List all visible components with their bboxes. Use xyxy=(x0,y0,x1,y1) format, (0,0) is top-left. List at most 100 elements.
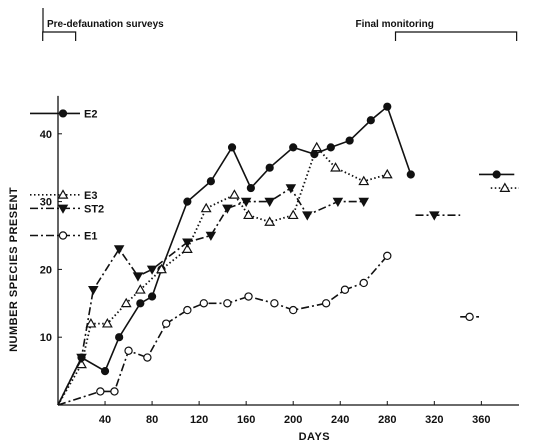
point-e1 xyxy=(244,292,253,301)
x-tick-label: 360 xyxy=(472,414,490,426)
point-e3 xyxy=(358,175,370,186)
pre-defaunation-label: Pre-defaunation surveys xyxy=(47,19,164,30)
legend-label-st2: ST2 xyxy=(84,203,104,215)
point-e2 xyxy=(366,116,375,125)
point-e3 xyxy=(311,141,323,152)
point-e2 xyxy=(265,163,274,172)
point-e1 xyxy=(289,305,298,315)
y-tick-label: 10 xyxy=(40,332,52,344)
x-tick-label: 40 xyxy=(99,414,111,426)
x-tick-label: 160 xyxy=(237,414,255,426)
point-e3 xyxy=(85,318,97,328)
x-tick-label: 280 xyxy=(378,414,396,426)
series-line-e2 xyxy=(57,105,412,406)
legend-label-e2: E2 xyxy=(84,108,97,120)
final-monitoring-bracket: Final monitoring xyxy=(356,19,518,41)
point-e1 xyxy=(383,251,392,261)
x-axis-title: DAYS xyxy=(299,431,331,443)
x-tick-label: 200 xyxy=(284,414,302,426)
ticks: 40 80 120 160 200 240 280 320 360 10 20 30 40 xyxy=(40,129,491,426)
point-e2 xyxy=(406,170,415,179)
pre-point-st2 xyxy=(57,204,69,214)
point-st2 xyxy=(264,197,275,208)
point-e3 xyxy=(243,209,254,220)
pre-point-e3 xyxy=(57,189,69,199)
point-e1 xyxy=(183,305,192,315)
y-tick-label: 20 xyxy=(40,264,52,276)
y-axis-title: NUMBER SPECIES PRESENT xyxy=(8,187,20,352)
point-e2 xyxy=(246,183,255,193)
point-st2 xyxy=(358,197,370,208)
point-st2 xyxy=(182,238,193,248)
point-e3 xyxy=(181,243,193,253)
point-e3 xyxy=(134,284,146,294)
point-e2 xyxy=(206,177,215,186)
point-st2 xyxy=(205,231,217,241)
pre-defaunation-bracket: Pre-defaunation surveys xyxy=(42,8,164,41)
series-line-e1 xyxy=(57,255,388,406)
point-e2 xyxy=(227,143,237,152)
x-tick-label: 80 xyxy=(146,414,158,426)
point-e1 xyxy=(223,299,232,308)
point-st2 xyxy=(132,272,144,282)
point-e1 xyxy=(359,278,368,288)
y-tick-label: 40 xyxy=(40,129,52,141)
point-e3 xyxy=(120,297,132,308)
point-st2 xyxy=(88,285,99,296)
point-e3 xyxy=(264,216,276,226)
x-tick-label: 320 xyxy=(425,414,443,426)
point-e3 xyxy=(156,263,167,274)
point-e1 xyxy=(270,299,279,308)
pre-point-e1 xyxy=(58,231,68,240)
x-tick-label: 120 xyxy=(190,414,208,426)
series-st2 xyxy=(57,184,461,406)
point-e2 xyxy=(345,136,354,145)
point-st2 xyxy=(222,204,233,214)
point-st2 xyxy=(302,211,313,221)
pre-point-e2 xyxy=(58,109,68,118)
point-st2 xyxy=(285,184,297,194)
legend-label-e1: E1 xyxy=(84,231,97,243)
point-e2 xyxy=(115,333,124,342)
point-e1 xyxy=(161,319,171,328)
pre-bracket-line xyxy=(42,31,77,41)
series-e2 xyxy=(57,102,515,406)
point-st2 xyxy=(332,197,344,208)
point-e3 xyxy=(287,209,299,220)
point-e3 xyxy=(330,162,341,172)
point-e2 xyxy=(383,102,392,111)
point-e1 xyxy=(340,285,350,294)
x-tick-label: 240 xyxy=(331,414,349,426)
point-e1 xyxy=(96,387,105,396)
final-bracket-line xyxy=(394,31,518,41)
point-e1 xyxy=(143,353,152,362)
point-e2 xyxy=(183,197,192,206)
point-st2 xyxy=(76,353,87,363)
point-e1 xyxy=(110,387,119,396)
series-e3 xyxy=(57,141,519,406)
final-point-st2 xyxy=(429,211,440,221)
point-e3 xyxy=(200,202,212,213)
point-st2 xyxy=(146,265,158,275)
point-e1 xyxy=(199,299,209,308)
series-layer xyxy=(57,102,519,406)
point-st2 xyxy=(240,197,252,208)
point-e3 xyxy=(101,318,113,328)
point-e2 xyxy=(326,143,335,152)
point-e2 xyxy=(289,143,298,152)
point-e2 xyxy=(100,367,110,376)
point-e3 xyxy=(381,168,393,179)
point-e3 xyxy=(76,358,87,369)
final-point-e3 xyxy=(499,182,511,192)
point-e1 xyxy=(124,346,133,355)
point-e3 xyxy=(228,189,240,199)
series-e1 xyxy=(57,251,480,406)
y-tick-label: 30 xyxy=(40,197,52,209)
point-st2 xyxy=(113,245,125,255)
final-point-e2 xyxy=(492,170,501,179)
point-e1 xyxy=(321,299,331,308)
final-point-e1 xyxy=(465,312,474,322)
legend-label-e3: E3 xyxy=(84,190,97,202)
